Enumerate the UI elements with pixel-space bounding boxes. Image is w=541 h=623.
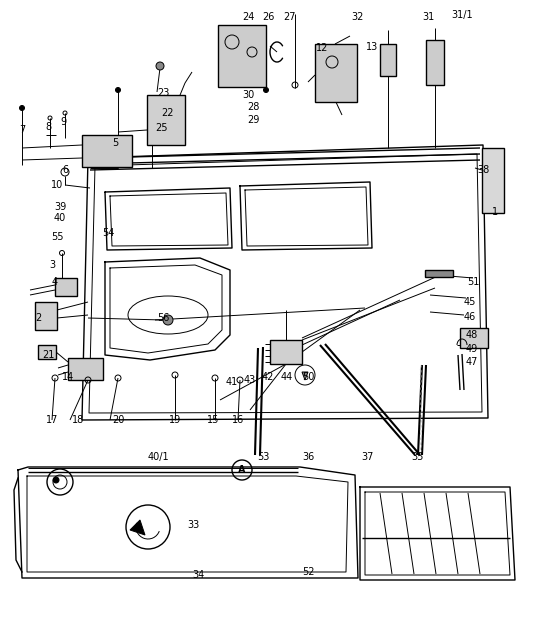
Bar (147, 95, 185, 145)
Text: 48: 48 (466, 330, 478, 340)
Text: 50: 50 (302, 372, 314, 382)
Text: 51: 51 (467, 277, 479, 287)
Polygon shape (130, 520, 145, 535)
Text: 21: 21 (42, 350, 54, 360)
Text: 25: 25 (156, 123, 168, 133)
Text: 55: 55 (51, 232, 63, 242)
Text: 22: 22 (161, 108, 173, 118)
Text: 38: 38 (477, 165, 489, 175)
Text: 10: 10 (51, 180, 63, 190)
Bar (55, 278, 77, 296)
Circle shape (19, 105, 24, 110)
Text: 19: 19 (169, 415, 181, 425)
Bar (218, 25, 266, 87)
Text: 37: 37 (362, 452, 374, 462)
Text: 9: 9 (60, 117, 66, 127)
Text: 40/1: 40/1 (147, 452, 169, 462)
Text: 18: 18 (72, 415, 84, 425)
Circle shape (263, 87, 268, 92)
Bar (38, 345, 56, 359)
Text: 49: 49 (466, 344, 478, 354)
Text: 27: 27 (283, 12, 296, 22)
Bar (380, 44, 396, 76)
Text: 29: 29 (247, 115, 259, 125)
Text: 46: 46 (464, 312, 476, 322)
Text: 2: 2 (35, 313, 41, 323)
Text: 42: 42 (262, 372, 274, 382)
Bar (35, 302, 57, 330)
Bar (460, 328, 488, 348)
Circle shape (163, 315, 173, 325)
Text: 16: 16 (232, 415, 244, 425)
Circle shape (156, 62, 164, 70)
Text: 56: 56 (157, 313, 169, 323)
Text: 40: 40 (54, 213, 66, 223)
Text: 52: 52 (302, 567, 314, 577)
Text: 43: 43 (244, 375, 256, 385)
Text: 30: 30 (242, 90, 254, 100)
Text: 12: 12 (316, 43, 328, 53)
Text: 28: 28 (247, 102, 259, 112)
Text: 14: 14 (62, 372, 74, 382)
Text: 34: 34 (192, 570, 204, 580)
Bar (425, 270, 453, 277)
Bar (82, 135, 132, 167)
Bar (315, 44, 357, 102)
Text: 36: 36 (302, 452, 314, 462)
Text: 31/1: 31/1 (451, 10, 473, 20)
Text: 54: 54 (102, 228, 114, 238)
Text: 15: 15 (207, 415, 219, 425)
Text: 13: 13 (366, 42, 378, 52)
Text: 35: 35 (411, 452, 423, 462)
Text: A: A (238, 465, 246, 475)
Text: 31: 31 (422, 12, 434, 22)
Text: 53: 53 (257, 452, 269, 462)
Text: 5: 5 (112, 138, 118, 148)
Bar (68, 358, 103, 380)
Text: 24: 24 (242, 12, 254, 22)
Text: 33: 33 (187, 520, 199, 530)
Text: 44: 44 (281, 372, 293, 382)
Circle shape (115, 87, 121, 92)
Circle shape (53, 477, 59, 483)
Text: 47: 47 (466, 357, 478, 367)
Bar (482, 148, 504, 213)
Polygon shape (302, 372, 308, 380)
Text: 8: 8 (45, 122, 51, 132)
Text: 41: 41 (226, 377, 238, 387)
Text: 4: 4 (52, 277, 58, 287)
Text: 6: 6 (62, 165, 68, 175)
Bar (426, 40, 444, 85)
Text: 39: 39 (54, 202, 66, 212)
Text: 3: 3 (49, 260, 55, 270)
Text: 7: 7 (19, 125, 25, 135)
Text: 17: 17 (46, 415, 58, 425)
Text: 20: 20 (112, 415, 124, 425)
Text: 1: 1 (492, 207, 498, 217)
Bar (270, 340, 302, 364)
Text: 26: 26 (262, 12, 274, 22)
Text: 23: 23 (157, 88, 169, 98)
Text: 32: 32 (351, 12, 363, 22)
Text: 45: 45 (464, 297, 476, 307)
